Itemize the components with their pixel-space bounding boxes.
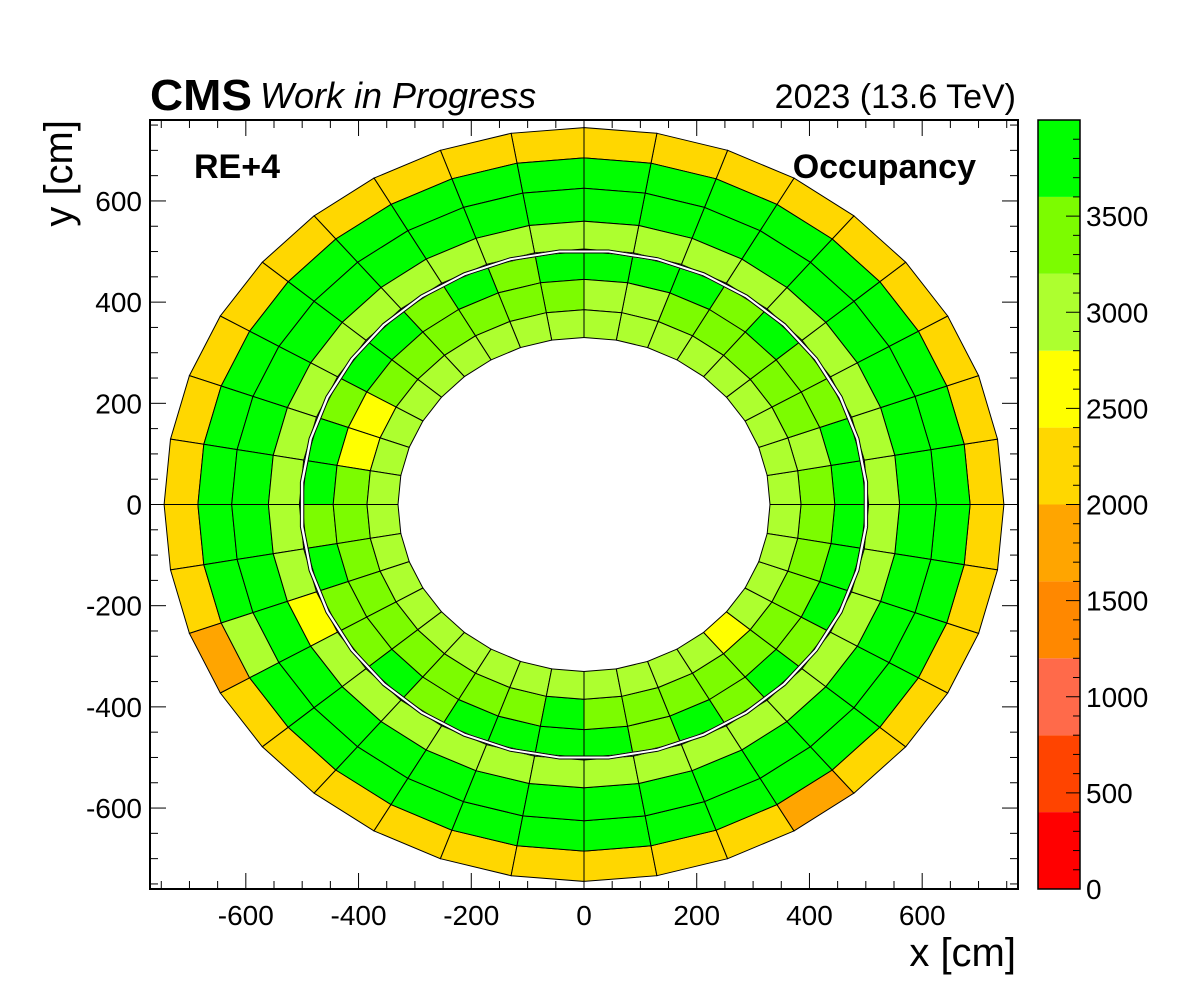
heatmap-cell <box>510 127 585 164</box>
heatmap-cell <box>516 157 585 194</box>
heatmap-cell <box>163 438 205 505</box>
x-tick-label: 400 <box>786 900 833 931</box>
heatmap-cell <box>797 464 836 505</box>
heatmap-cell <box>332 504 371 545</box>
heatmap-cell <box>583 278 629 314</box>
heatmap-cell <box>797 504 836 545</box>
x-tick-label: 600 <box>899 900 946 931</box>
y-tick-label: 0 <box>126 490 142 521</box>
heatmap-cell <box>850 548 896 603</box>
heatmap-cell <box>963 438 1005 505</box>
heatmap-cell <box>863 454 901 505</box>
heatmap-cell <box>267 504 305 555</box>
x-tick-label: 200 <box>673 900 720 931</box>
heatmap-cell <box>583 755 640 789</box>
colorbar: 0 500 1000 1500 2000 2500 3000 3500 <box>1037 119 1148 905</box>
heatmap-cell <box>516 815 585 852</box>
heatmap-cell <box>766 504 802 539</box>
heatmap-cell <box>583 695 629 731</box>
heatmap-cell <box>197 504 238 566</box>
heatmap-cell <box>583 815 652 852</box>
y-tick-label: 400 <box>95 287 142 318</box>
heatmap-cell <box>963 504 1005 571</box>
heatmap-cell <box>528 220 585 254</box>
x-tick-label: 0 <box>576 900 592 931</box>
heatmap-cell <box>583 127 658 164</box>
heatmap-cell <box>930 443 971 505</box>
ring-gap <box>300 249 868 760</box>
heatmap-cell <box>539 278 585 314</box>
y-tick-label: -600 <box>86 793 142 824</box>
heatmap-cell <box>301 460 338 505</box>
colorbar-tick-label: 1500 <box>1086 586 1148 617</box>
y-tick-label: 200 <box>95 388 142 419</box>
heatmap-cell <box>830 460 867 505</box>
colorbar-tick-label: 500 <box>1086 778 1133 809</box>
heatmap-cell <box>545 668 585 700</box>
heatmap-cell <box>894 504 937 560</box>
heatmap-cell <box>758 532 799 572</box>
heatmap-cell <box>583 845 658 882</box>
y-tick-label: -200 <box>86 591 142 622</box>
x-axis-title: x [cm] <box>909 931 1016 975</box>
colorbar-tick-label: 3000 <box>1086 297 1148 328</box>
heatmap-cell <box>830 504 867 549</box>
heatmap-cell <box>583 309 623 341</box>
x-tick-label: -600 <box>218 900 274 931</box>
y-axis-ticks: -600 -400 -200 0 200 400 600 <box>86 124 1018 885</box>
heatmap-cell <box>267 454 305 505</box>
heatmap-cell <box>583 220 640 254</box>
colorbar-tick-label: 1000 <box>1086 682 1148 713</box>
heatmap-cell <box>231 449 274 505</box>
y-tick-label: 600 <box>95 186 142 217</box>
colorbar-tick-label: 2500 <box>1086 393 1148 424</box>
colorbar-tick-label: 2000 <box>1086 490 1148 521</box>
x-tick-label: -200 <box>443 900 499 931</box>
colorbar-tick-label: 3500 <box>1086 201 1148 232</box>
heatmap-cell <box>366 504 402 539</box>
heatmap-cell <box>163 504 205 571</box>
y-axis-title: y [cm] <box>37 120 81 227</box>
heatmap-cell <box>583 668 623 700</box>
heatmap-cell <box>366 470 402 505</box>
heatmap-cell <box>539 695 585 731</box>
heatmap-cell <box>583 187 646 227</box>
heatmap-cell <box>197 443 238 505</box>
heatmap-cell <box>766 470 802 505</box>
quantity-label: Occupancy <box>793 148 976 186</box>
ring-boundary-line <box>299 249 869 760</box>
experiment-label: CMS <box>150 71 252 120</box>
heatmap-cell <box>930 504 971 566</box>
heatmap-cell <box>894 449 937 505</box>
heatmap-cell <box>231 504 274 560</box>
station-label: RE+4 <box>194 148 280 186</box>
heatmap-cell <box>545 309 585 341</box>
y-tick-label: -400 <box>86 692 142 723</box>
heatmap-cells <box>163 127 1005 882</box>
heatmap-cell <box>522 782 585 822</box>
ring-boundary-line <box>303 252 865 757</box>
heatmap-cell <box>301 504 338 549</box>
ring-separators <box>299 249 869 760</box>
heatmap-cell <box>510 845 585 882</box>
x-axis-ticks: -600 -400 -200 0 200 400 600 <box>160 120 1008 931</box>
run-info-label: 2023 (13.6 TeV) <box>775 78 1016 116</box>
heatmap-cell <box>332 464 371 505</box>
heatmap-cell <box>583 157 652 194</box>
x-tick-label: -400 <box>331 900 387 931</box>
heatmap-cell <box>522 187 585 227</box>
heatmap-cell <box>863 504 901 555</box>
colorbar-tick-label: 0 <box>1086 874 1102 905</box>
heatmap-cell <box>583 782 646 822</box>
heatmap-cell <box>528 755 585 789</box>
status-label: Work in Progress <box>260 75 536 116</box>
